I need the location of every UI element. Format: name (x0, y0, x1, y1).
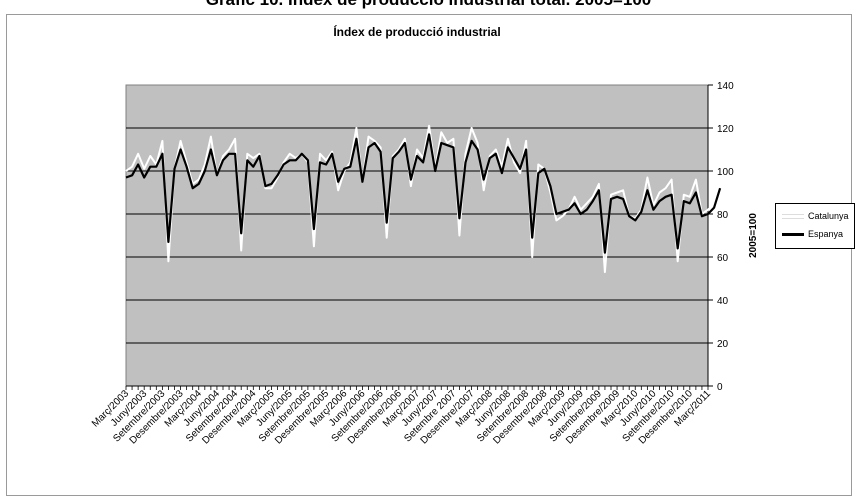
legend-swatch-espanya (782, 232, 804, 236)
y-axis-label: 2005=100 (748, 213, 759, 258)
y-tick-label: 100 (717, 167, 734, 178)
y-tick-label: 120 (717, 124, 734, 135)
chart-frame: Índex de producció industrial 0 20 40 60 80 10… (6, 14, 855, 496)
plot-area (125, 84, 709, 387)
chart-svg: Índex de producció industrial 0 20 40 60 80 10… (90, 24, 759, 446)
y-tick-label: 0 (717, 382, 723, 393)
legend-item-catalunya: Catalunya (782, 211, 849, 221)
y-tick-label: 40 (717, 296, 729, 307)
legend-label-espanya: Espanya (808, 229, 844, 239)
series-line-espanya (125, 133, 722, 254)
y-tick-label: 140 (717, 81, 734, 92)
legend-swatch-catalunya (782, 213, 804, 219)
y-tick-label: 20 (717, 339, 729, 350)
legend: Catalunya Espanya (775, 203, 855, 249)
page-title: Gràfic 10. Índex de producció industrial… (0, 0, 857, 10)
y-tick-label: 60 (717, 253, 729, 264)
legend-label-catalunya: Catalunya (808, 211, 849, 221)
y-tick-label: 80 (717, 210, 729, 221)
legend-item-espanya: Espanya (782, 229, 843, 239)
chart-title: Índex de producció industrial (333, 24, 500, 39)
